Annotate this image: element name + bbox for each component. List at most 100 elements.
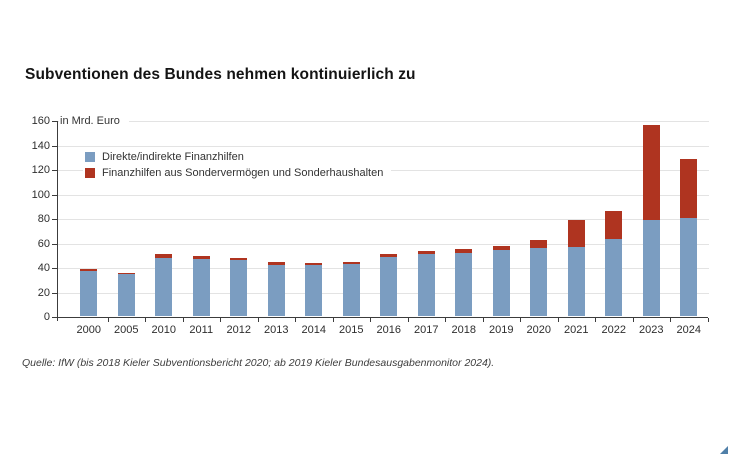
gridline: [57, 243, 709, 245]
bar-2010: [155, 254, 173, 316]
bar-segment-finanzhilfen: [380, 257, 398, 316]
x-tick-label-2011: 2011: [189, 324, 214, 336]
y-tick-label: 100: [31, 188, 50, 201]
bar-segment-finanzhilfen: [117, 274, 135, 316]
bar-2024: [680, 158, 698, 316]
y-tick: [52, 219, 57, 220]
y-tick: [52, 317, 57, 318]
x-tick-label-2015: 2015: [339, 324, 364, 336]
legend-label: Direkte/indirekte Finanzhilfen: [102, 151, 244, 163]
x-tick-label-2024: 2024: [676, 324, 701, 336]
x-tick-label-2012: 2012: [226, 324, 251, 336]
x-tick: [407, 318, 409, 322]
bar-segment-finanzhilfen: [455, 252, 473, 316]
gridline: [57, 145, 709, 147]
bar-segment-sondervermoegen: [230, 258, 248, 261]
bar-segment-finanzhilfen: [80, 270, 98, 316]
chart-title: Subventionen des Bundes nehmen kontinuie…: [25, 66, 416, 83]
bar-segment-sondervermoegen: [417, 251, 435, 255]
bar-segment-sondervermoegen: [342, 261, 360, 264]
x-tick-label-2016: 2016: [376, 324, 401, 336]
y-tick: [52, 243, 57, 245]
bar-segment-sondervermoegen: [80, 269, 98, 271]
bar-2011: [192, 255, 210, 316]
x-tick: [182, 318, 184, 322]
x-tick: [670, 318, 671, 322]
source-note: Quelle: IfW (bis 2018 Kieler Subventions…: [22, 357, 495, 369]
bar-segment-finanzhilfen: [605, 239, 623, 316]
bar-segment-finanzhilfen: [567, 246, 585, 316]
y-tick-label: 40: [37, 262, 50, 274]
legend-swatch-red: [85, 168, 95, 178]
bar-segment-sondervermoegen: [455, 249, 473, 253]
x-tick: [557, 318, 559, 322]
bar-2019: [492, 245, 510, 316]
legend-label: Finanzhilfen aus Sondervermögen und Sond…: [102, 167, 384, 179]
gridline: [57, 219, 709, 220]
bar-segment-sondervermoegen: [155, 254, 173, 258]
bar-2021: [567, 219, 585, 316]
bar-segment-sondervermoegen: [642, 124, 660, 221]
y-tick: [52, 268, 57, 269]
bar-segment-sondervermoegen: [305, 262, 323, 266]
y-axis-unit-label: in Mrd. Euro: [59, 114, 129, 128]
y-tick-label: 80: [37, 213, 50, 225]
y-axis-line: [57, 121, 58, 321]
y-tick-label: 140: [31, 139, 50, 152]
y-tick-label: 160: [31, 115, 50, 127]
gridline: [57, 121, 709, 122]
x-tick: [107, 318, 109, 322]
bar-2013: [267, 262, 285, 316]
x-tick: [370, 318, 371, 322]
bar-segment-finanzhilfen: [230, 260, 248, 316]
bar-segment-finanzhilfen: [642, 220, 660, 316]
x-tick-label-2022: 2022: [601, 324, 626, 336]
bar-2015: [342, 261, 360, 316]
x-tick-label-2014: 2014: [301, 324, 326, 336]
corner-mark-icon: [720, 446, 728, 454]
x-axis-line: [57, 317, 708, 318]
x-tick: [632, 318, 634, 322]
y-tick: [52, 145, 57, 147]
bar-segment-sondervermoegen: [117, 273, 135, 275]
x-tick-label-2023: 2023: [639, 324, 664, 336]
bar-2000: [80, 269, 98, 316]
bar-2017: [417, 251, 435, 316]
x-tick: [257, 318, 259, 322]
bar-segment-finanzhilfen: [417, 254, 435, 316]
bar-segment-sondervermoegen: [380, 254, 398, 258]
legend-item-finanzhilfen: Direkte/indirekte Finanzhilfen: [85, 149, 383, 165]
bar-segment-finanzhilfen: [192, 259, 210, 316]
y-tick: [52, 292, 57, 294]
bar-segment-sondervermoegen: [530, 240, 548, 249]
bar-segment-finanzhilfen: [305, 265, 323, 316]
legend-swatch-blue: [85, 152, 95, 162]
y-tick-label: 0: [43, 311, 50, 323]
bar-segment-finanzhilfen: [155, 257, 173, 316]
bar-segment-sondervermoegen: [192, 255, 210, 260]
y-tick-label: 20: [37, 286, 50, 299]
x-tick: [220, 318, 221, 322]
y-tick: [52, 170, 57, 171]
bar-2005: [117, 273, 135, 316]
x-tick-label-2021: 2021: [564, 324, 589, 336]
x-tick-label-2010: 2010: [151, 324, 176, 336]
bar-segment-finanzhilfen: [530, 248, 548, 316]
x-tick: [707, 318, 709, 322]
bar-2012: [230, 258, 248, 316]
x-tick: [520, 318, 521, 322]
bar-segment-finanzhilfen: [492, 250, 510, 316]
bar-2014: [305, 262, 323, 316]
bar-2023: [642, 124, 660, 316]
x-tick: [145, 318, 146, 322]
bar-segment-finanzhilfen: [342, 263, 360, 316]
y-tick: [52, 194, 57, 196]
x-tick: [445, 318, 446, 322]
x-tick: [332, 318, 334, 322]
gridline: [57, 194, 709, 196]
bar-2022: [605, 210, 623, 316]
x-tick-label-2020: 2020: [526, 324, 551, 336]
x-tick: [595, 318, 596, 322]
